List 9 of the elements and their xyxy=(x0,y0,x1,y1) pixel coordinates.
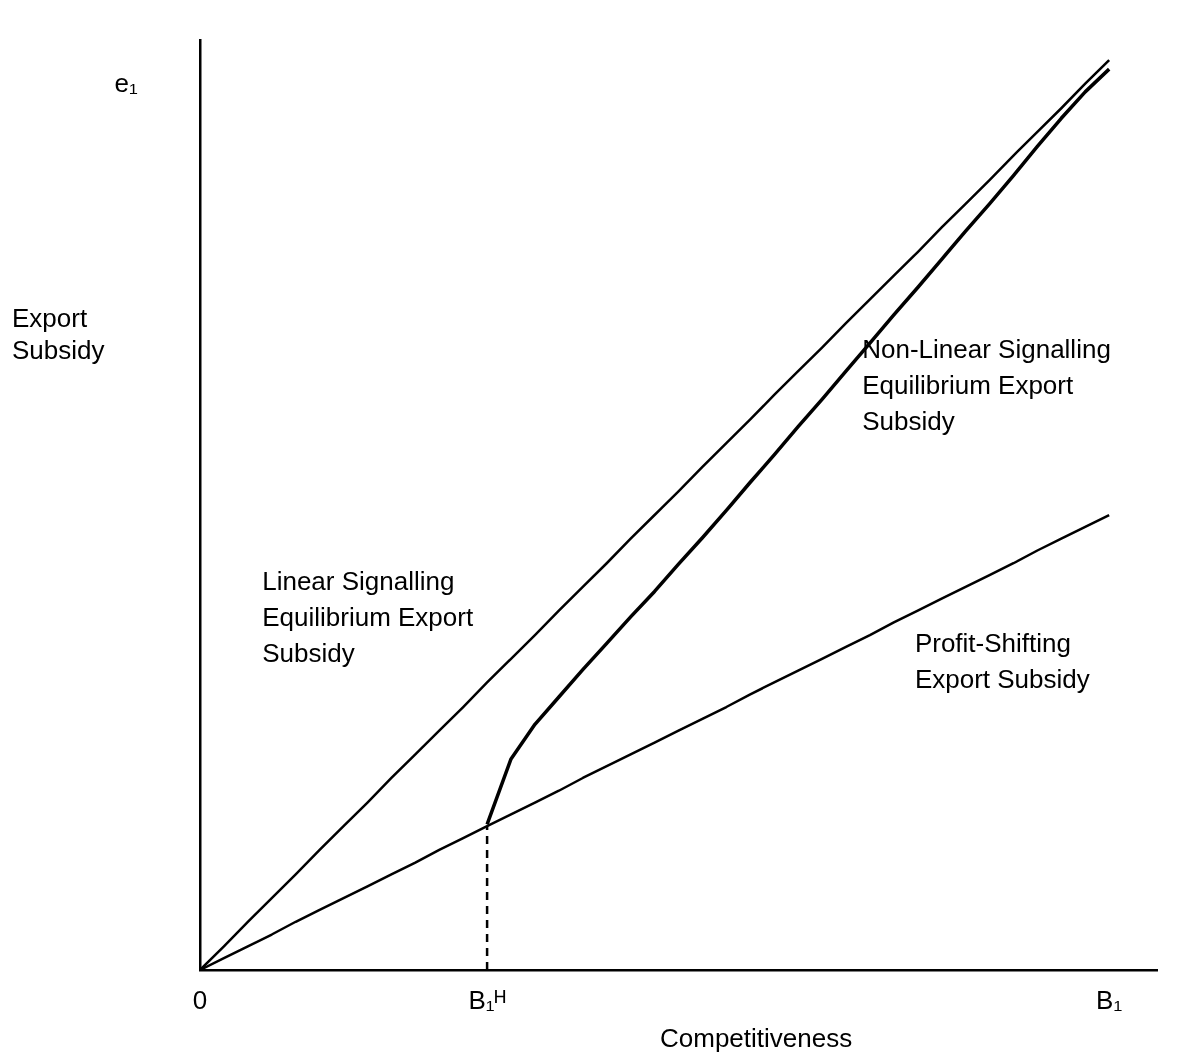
annotation: Profit-Shifting Export Subsidy xyxy=(914,628,1090,695)
x-axis-title: Competitiveness xyxy=(660,1022,853,1054)
x-tick-label: B₁ᴴ xyxy=(468,984,506,1015)
y-axis-title: Export Subsidy xyxy=(12,302,105,366)
annotation: Non-Linear Signalling Equilibrium Export Subsidy xyxy=(862,334,1111,437)
x-tick-label: B₁ xyxy=(1096,984,1123,1015)
text: e₁ xyxy=(114,67,139,98)
annotation: Linear Signalling Equilibrium Export Subsidy xyxy=(262,565,474,668)
x-tick-label: 0 xyxy=(192,984,208,1015)
